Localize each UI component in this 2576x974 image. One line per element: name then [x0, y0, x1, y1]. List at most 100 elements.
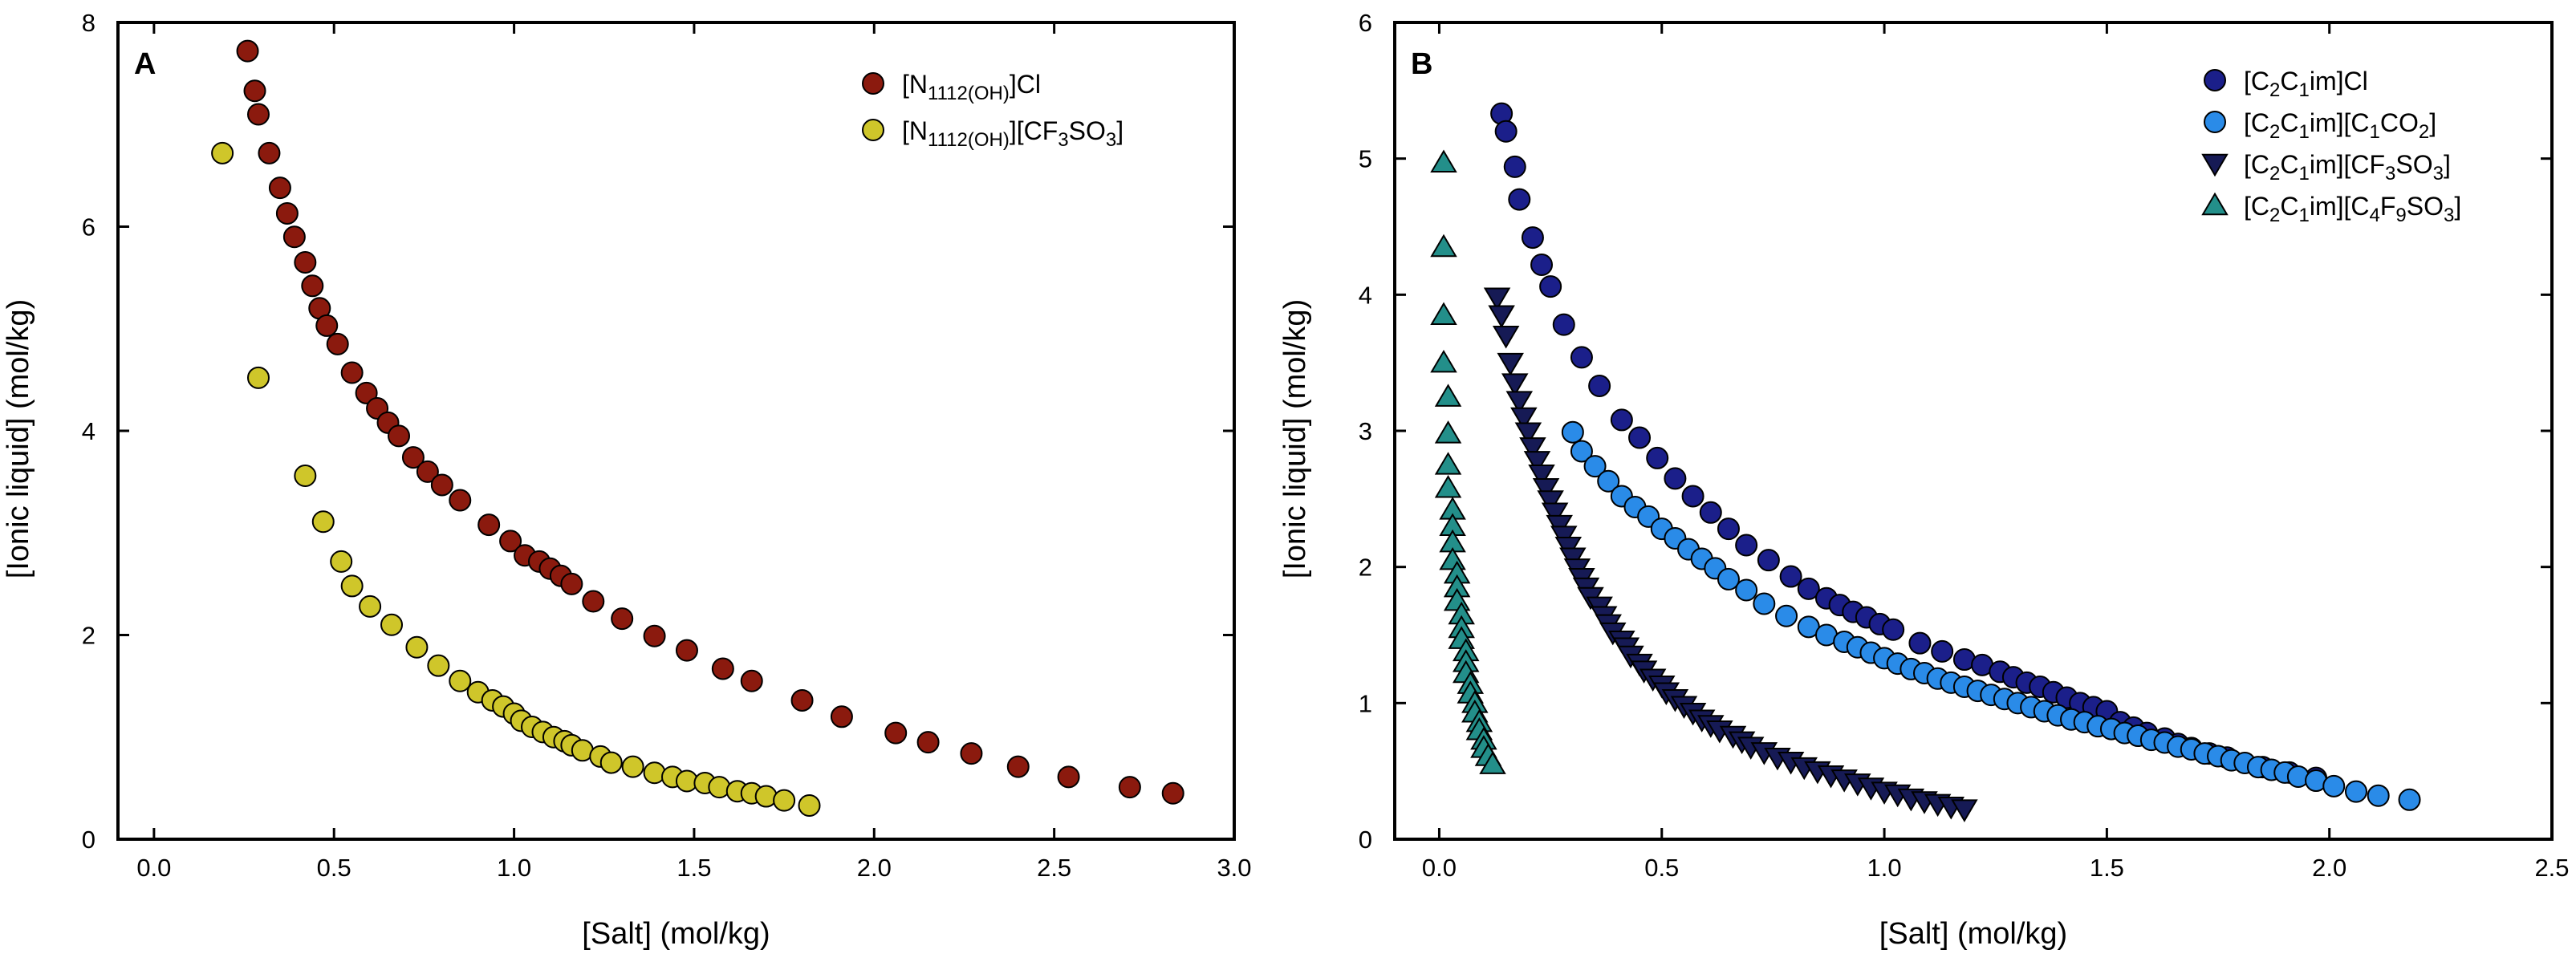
data-point — [416, 460, 439, 483]
data-point — [1797, 577, 1820, 600]
data-point — [477, 513, 501, 537]
data-point — [1057, 765, 1080, 789]
legend-marker — [2201, 192, 2229, 216]
data-point — [1434, 420, 1462, 444]
data-point — [1570, 440, 1593, 463]
x-tick-label: 1.5 — [2090, 854, 2124, 882]
legend-label: [C2C1im][CF3SO3] — [2244, 150, 2451, 185]
legend-marker — [2201, 153, 2229, 177]
data-point — [330, 550, 353, 573]
data-point — [1161, 781, 1184, 805]
data-point — [1505, 391, 1534, 414]
y-tick-label: 6 — [82, 213, 95, 241]
data-point — [790, 688, 814, 712]
series-3 — [1430, 149, 1506, 774]
data-point — [2322, 774, 2346, 797]
data-point — [1523, 451, 1551, 474]
data-point — [711, 657, 734, 680]
data-point — [1430, 149, 1457, 173]
data-point — [773, 789, 796, 812]
data-point — [1775, 604, 1798, 627]
data-point — [675, 639, 698, 662]
data-point — [916, 731, 940, 754]
data-point — [1483, 287, 1511, 310]
y-tick-label: 0 — [82, 826, 95, 854]
legend-marker — [862, 119, 884, 141]
data-point — [1588, 375, 1611, 398]
data-point — [1530, 254, 1554, 277]
data-point — [499, 530, 522, 553]
data-point — [1430, 349, 1457, 373]
data-point — [1931, 639, 1954, 663]
data-point — [268, 177, 291, 200]
data-point — [1528, 465, 1555, 488]
data-point — [1628, 426, 1652, 449]
x-tick-label: 2.0 — [2312, 854, 2346, 882]
x-tick-label: 0.5 — [1644, 854, 1679, 882]
data-point — [1434, 475, 1462, 498]
data-point — [884, 721, 908, 745]
x-axis-title: [Salt] (mol/kg) — [582, 917, 770, 951]
data-point — [246, 103, 270, 126]
data-point — [740, 669, 763, 692]
y-tick-label: 3 — [1359, 417, 1372, 445]
chart-panel-a: 0.0 0.5 1.0 1.5 2.0 2.5 3.0 0 2 4 6 8 [Salt] (mol/kg… — [2, 9, 1252, 951]
data-point — [326, 332, 349, 355]
data-point — [1510, 407, 1538, 431]
data-point — [960, 742, 983, 765]
data-point — [2367, 784, 2390, 807]
y-tick-label: 4 — [1359, 281, 1372, 309]
data-point — [380, 613, 404, 636]
data-point — [599, 751, 623, 774]
x-tick-label: 3.0 — [1217, 854, 1251, 882]
y-tick-label: 1 — [1359, 689, 1372, 717]
data-point — [1779, 565, 1802, 588]
data-point — [1434, 384, 1462, 407]
data-point — [258, 141, 281, 164]
data-point — [1118, 776, 1141, 799]
y-axis-title: [Ionic liquid] (mol/kg) — [1278, 299, 1312, 578]
data-point — [1699, 501, 1722, 524]
panel-label: B — [1411, 47, 1432, 81]
data-point — [1882, 618, 1905, 641]
x-tick-label: 1.0 — [497, 854, 531, 882]
data-point — [1561, 420, 1584, 444]
data-point — [1430, 302, 1457, 326]
data-point — [2398, 788, 2421, 811]
y-tick-label: 5 — [1359, 145, 1372, 173]
data-point — [294, 464, 317, 487]
data-point — [1541, 502, 1569, 526]
y-tick-label: 0 — [1359, 826, 1372, 854]
data-point — [1514, 422, 1542, 445]
data-point — [1951, 799, 1978, 822]
data-point — [1757, 549, 1780, 572]
data-point — [387, 424, 410, 448]
data-point — [1610, 408, 1633, 432]
data-point — [315, 314, 339, 337]
y-tick-label: 8 — [82, 9, 95, 37]
legend-label: [C2C1im]Cl — [2244, 67, 2368, 101]
data-point — [2344, 780, 2367, 803]
data-point — [246, 366, 270, 389]
data-point — [405, 635, 429, 659]
data-point — [340, 574, 364, 598]
data-point — [1908, 631, 1932, 655]
data-point — [294, 251, 317, 274]
x-tick-label: 2.5 — [1037, 854, 1071, 882]
data-point — [798, 794, 821, 818]
y-axis-title: [Ionic liquid] (mol/kg) — [2, 299, 35, 578]
data-point — [1434, 452, 1462, 475]
data-point — [340, 361, 364, 384]
data-point — [1501, 373, 1529, 396]
data-point — [1664, 467, 1687, 490]
data-point — [1006, 755, 1030, 778]
data-point — [311, 510, 335, 534]
data-point — [1521, 226, 1544, 250]
data-point — [1508, 188, 1531, 211]
y-tick-label: 4 — [82, 417, 95, 445]
data-point — [1503, 155, 1526, 178]
data-point — [359, 595, 382, 618]
x-tick-label: 0.0 — [1422, 854, 1457, 882]
